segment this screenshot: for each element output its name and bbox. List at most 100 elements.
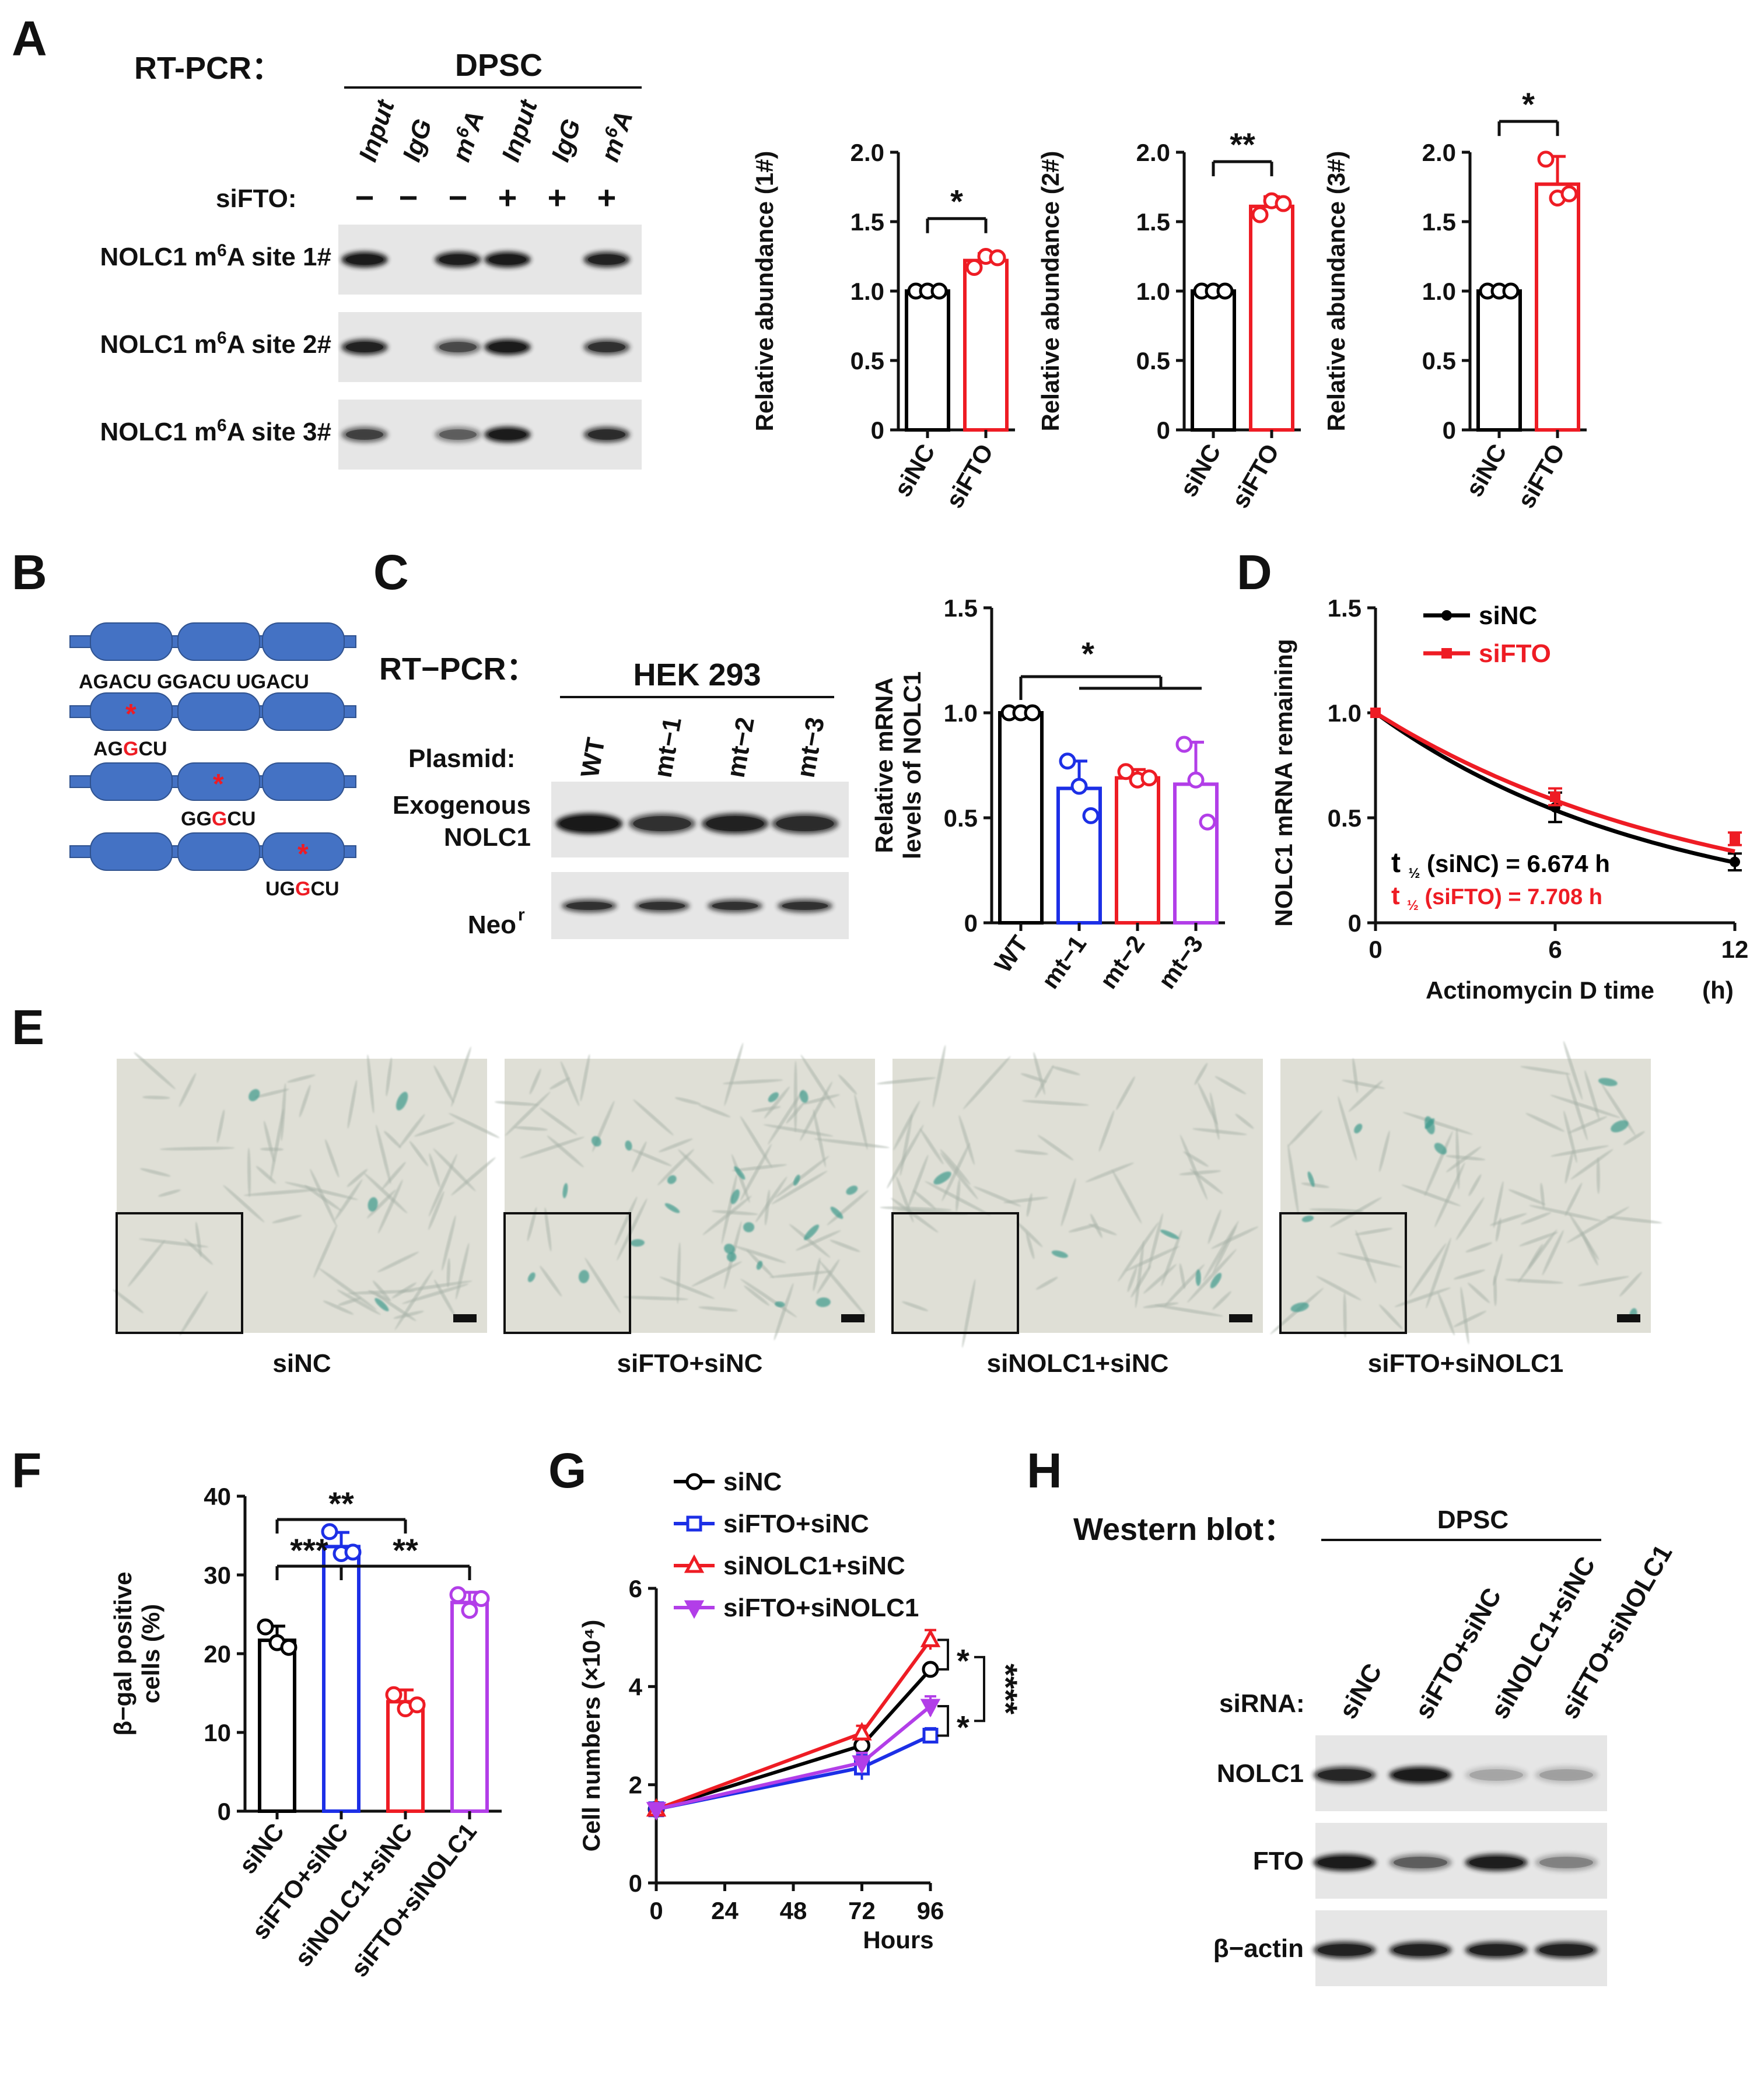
- cell-shape: [1529, 1205, 1602, 1221]
- cell-shape: [313, 1224, 338, 1279]
- cell-shape: [527, 1207, 537, 1241]
- y-tick-label: 0.5: [1328, 804, 1362, 832]
- cell-shape: [913, 1190, 936, 1210]
- legend-label: siNOLC1+siNC: [723, 1552, 905, 1580]
- schema-node: [90, 622, 173, 661]
- stained-cell: [1195, 1269, 1201, 1286]
- gel-band: [771, 813, 839, 834]
- cell-shape: [247, 1147, 251, 1198]
- cell-shape: [1568, 1116, 1608, 1133]
- stained-cell: [562, 1183, 568, 1199]
- cell-shape: [1198, 1082, 1218, 1125]
- panel-c-cell-label: HEK 293: [633, 657, 761, 692]
- y-tick-label: 1.0: [1136, 278, 1170, 305]
- stained-cell: [1051, 1250, 1068, 1258]
- bar: [998, 711, 1044, 925]
- cell-shape: [702, 1195, 752, 1235]
- panel-a-sign: +: [597, 179, 617, 216]
- cell-shape: [1519, 1232, 1558, 1247]
- cell-shape: [1021, 1100, 1089, 1106]
- legend-label: siFTO: [1479, 639, 1551, 668]
- cell-shape: [724, 1042, 744, 1107]
- y-axis-label: cells (%): [137, 1604, 164, 1703]
- cell-shape: [1505, 1279, 1564, 1284]
- y-tick-label: 1.5: [944, 594, 978, 622]
- gel-band-core: [588, 429, 625, 440]
- stained-cell: [664, 1203, 680, 1213]
- cell-shape: [1563, 1111, 1577, 1163]
- legend-marker: [1441, 648, 1452, 659]
- x-tick-label: siNC: [233, 1818, 289, 1879]
- cell-shape: [434, 1279, 456, 1317]
- cell-shape: [1379, 1304, 1403, 1329]
- cell-shape: [1194, 1063, 1208, 1086]
- cell-shape: [1020, 1073, 1047, 1083]
- x-tick-label: 24: [711, 1897, 738, 1924]
- schema-node: [177, 832, 260, 871]
- x-tick-label: 0: [649, 1897, 663, 1924]
- panel-a-sifto-label: siFTO:: [216, 184, 297, 213]
- gel-band: [341, 251, 388, 268]
- cell-shape: [256, 1165, 276, 1184]
- schema-node: [90, 692, 173, 731]
- stained-cell: [1307, 1171, 1315, 1187]
- blot-band-core: [1539, 1944, 1593, 1956]
- cell-shape: [367, 1054, 374, 1114]
- gel-band: [435, 339, 481, 355]
- schema-node: [262, 622, 345, 661]
- cell-shape: [281, 1083, 286, 1142]
- cell-shape: [1606, 1216, 1662, 1224]
- data-point: [646, 1802, 667, 1821]
- gel-band-core: [639, 902, 685, 910]
- cell-shape: [1112, 1170, 1142, 1224]
- cell-shape: [1180, 1135, 1208, 1200]
- cell-shape: [1135, 1240, 1144, 1308]
- x-tick-label: 0: [1368, 936, 1382, 963]
- y-axis-label: Cell numbers (×10⁴): [578, 1620, 605, 1852]
- schema-node: [90, 762, 173, 801]
- cell-shape: [284, 1182, 358, 1200]
- cell-shape: [1542, 1230, 1564, 1276]
- y-axis-label: Relative abundance (3#): [1322, 151, 1350, 432]
- cell-shape: [184, 1238, 214, 1265]
- significance-label: *: [1082, 635, 1094, 672]
- cell-shape: [958, 1115, 975, 1165]
- panel-h-cell-label: DPSC: [1437, 1506, 1508, 1534]
- cell-shape: [216, 1109, 225, 1143]
- gel-band: [484, 339, 531, 355]
- half-life-label: t ½ (siFTO) = 7.708 h: [1391, 881, 1602, 913]
- cell-shape: [1189, 1168, 1223, 1194]
- schema-mutant-label: GGGCU: [181, 808, 256, 830]
- panel-a-sign: +: [548, 179, 567, 216]
- blot-band: [1465, 1766, 1528, 1784]
- cell-shape: [1208, 1209, 1222, 1244]
- cell-shape: [409, 1141, 429, 1167]
- cell-shape: [774, 1156, 830, 1198]
- gel-band: [435, 426, 481, 443]
- series-line: [655, 1639, 932, 1811]
- gel-band-core: [588, 254, 625, 265]
- panel-a-sign: −: [449, 179, 468, 216]
- legend-marker: [684, 1600, 705, 1619]
- cell-shape: [1493, 1275, 1497, 1307]
- cell-shape: [325, 1139, 340, 1178]
- cell-shape: [1338, 1095, 1357, 1161]
- sig-bracket: [974, 1655, 985, 1723]
- gel-band-core: [346, 342, 383, 352]
- scale-bar: [1617, 1314, 1640, 1322]
- y-tick-label: 0.5: [1422, 347, 1456, 374]
- blot-band: [1535, 1854, 1598, 1871]
- data-point: [1175, 736, 1193, 753]
- cell-shape: [318, 1268, 377, 1311]
- schema-motif-label: AGACU GGACU UGACU: [79, 671, 309, 693]
- panel-letter-D: D: [1237, 545, 1272, 600]
- significance-label: *: [1522, 86, 1535, 122]
- blot-band: [1465, 1854, 1528, 1871]
- cell-shape: [346, 1169, 368, 1188]
- panel-e-micrographs: siNC siFTO+siNC siNOLC1+siNC siFTO+siNOLC1: [113, 1041, 1662, 1378]
- data-point: [461, 1602, 478, 1619]
- cell-shape: [819, 1260, 867, 1317]
- blot-band-core: [1469, 1857, 1523, 1868]
- stained-cell: [1598, 1077, 1618, 1086]
- cell-shape: [674, 1097, 701, 1105]
